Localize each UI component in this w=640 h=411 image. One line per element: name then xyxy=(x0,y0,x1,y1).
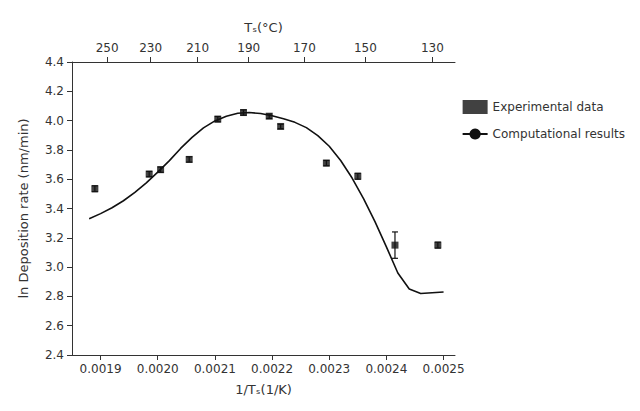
svg-text:250: 250 xyxy=(96,41,119,55)
svg-text:Tₛ(°C): Tₛ(°C) xyxy=(243,20,283,35)
svg-text:3.6: 3.6 xyxy=(45,172,64,186)
svg-text:0.0021: 0.0021 xyxy=(194,362,236,376)
svg-text:150: 150 xyxy=(354,41,377,55)
svg-text:Experimental data: Experimental data xyxy=(493,100,604,114)
svg-text:0.0020: 0.0020 xyxy=(137,362,179,376)
svg-text:190: 190 xyxy=(237,41,260,55)
svg-text:4.0: 4.0 xyxy=(45,114,64,128)
svg-text:2.4: 2.4 xyxy=(45,348,64,362)
svg-text:170: 170 xyxy=(293,41,316,55)
svg-text:Computational results: Computational results xyxy=(493,127,625,141)
svg-text:0.0025: 0.0025 xyxy=(423,362,465,376)
svg-text:ln Deposition rate (nm/min): ln Deposition rate (nm/min) xyxy=(16,118,31,298)
svg-text:1/Tₛ(1/K): 1/Tₛ(1/K) xyxy=(235,382,292,397)
svg-text:4.4: 4.4 xyxy=(45,55,64,69)
svg-text:4.2: 4.2 xyxy=(45,84,64,98)
svg-text:230: 230 xyxy=(139,41,162,55)
svg-text:0.0023: 0.0023 xyxy=(308,362,350,376)
svg-text:0.0022: 0.0022 xyxy=(251,362,293,376)
svg-text:130: 130 xyxy=(421,41,444,55)
svg-text:2.6: 2.6 xyxy=(45,319,64,333)
svg-text:210: 210 xyxy=(186,41,209,55)
svg-text:3.2: 3.2 xyxy=(45,231,64,245)
svg-text:2.8: 2.8 xyxy=(45,289,64,303)
svg-text:3.8: 3.8 xyxy=(45,143,64,157)
svg-text:3.0: 3.0 xyxy=(45,260,64,274)
svg-text:3.4: 3.4 xyxy=(45,202,64,216)
svg-text:0.0019: 0.0019 xyxy=(80,362,122,376)
svg-text:0.0024: 0.0024 xyxy=(365,362,407,376)
